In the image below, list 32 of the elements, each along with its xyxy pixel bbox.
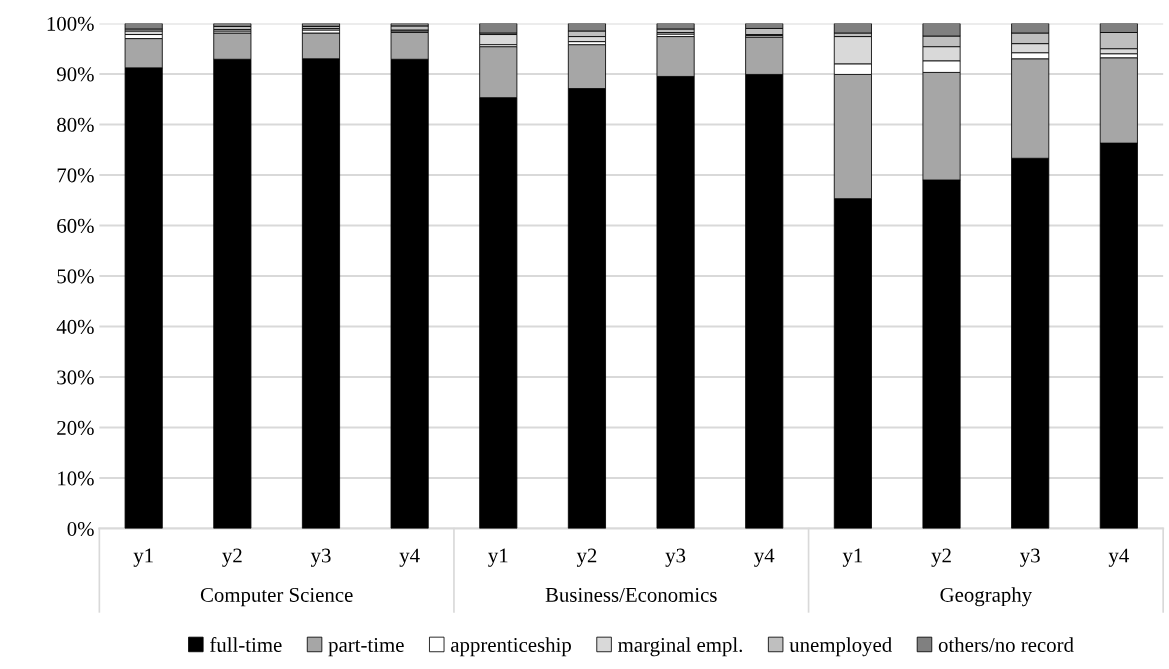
y-tick-label: 60% <box>57 218 94 233</box>
x-tick-label: y4 <box>1108 548 1129 567</box>
x-tick-label: y3 <box>665 548 686 567</box>
text: Computer Science <box>200 587 353 607</box>
legend-label: full-time <box>210 637 282 652</box>
y-tick-label: 10% <box>58 471 94 486</box>
x-tick-label: y2 <box>576 548 597 567</box>
y-tick-label: 40% <box>56 319 94 334</box>
text: Geography <box>940 587 1033 607</box>
y-tick-label: 50% <box>57 269 94 284</box>
y-tick-label: 30% <box>57 370 94 385</box>
legend-label: apprenticeship <box>451 637 571 657</box>
legend-label: part-time <box>328 637 404 657</box>
x-tick-label: y3 <box>1020 548 1040 567</box>
legend-label: marginal empl. <box>618 637 742 657</box>
x-tick-label: y4 <box>754 548 775 567</box>
x-tick-label: y1 <box>842 548 863 567</box>
y-tick-label: 90% <box>56 67 94 82</box>
y-tick-label: 100% <box>47 16 94 31</box>
y-tick-label: 80% <box>57 117 94 132</box>
x-tick-label: y1 <box>488 548 508 567</box>
x-tick-label: y2 <box>222 548 242 567</box>
legend-label: unemployed <box>789 637 892 657</box>
x-tick-label: y4 <box>399 548 420 567</box>
x-tick-label: y2 <box>931 548 951 567</box>
y-tick-label: 70% <box>57 168 94 183</box>
x-tick-label: y1 <box>133 548 153 567</box>
text: Business/Economics <box>545 587 717 602</box>
legend-label: others/no record <box>938 637 1074 652</box>
y-tick-label: 20% <box>57 420 94 435</box>
x-tick-label: y3 <box>310 548 331 567</box>
y-tick-label: 0% <box>67 521 94 537</box>
